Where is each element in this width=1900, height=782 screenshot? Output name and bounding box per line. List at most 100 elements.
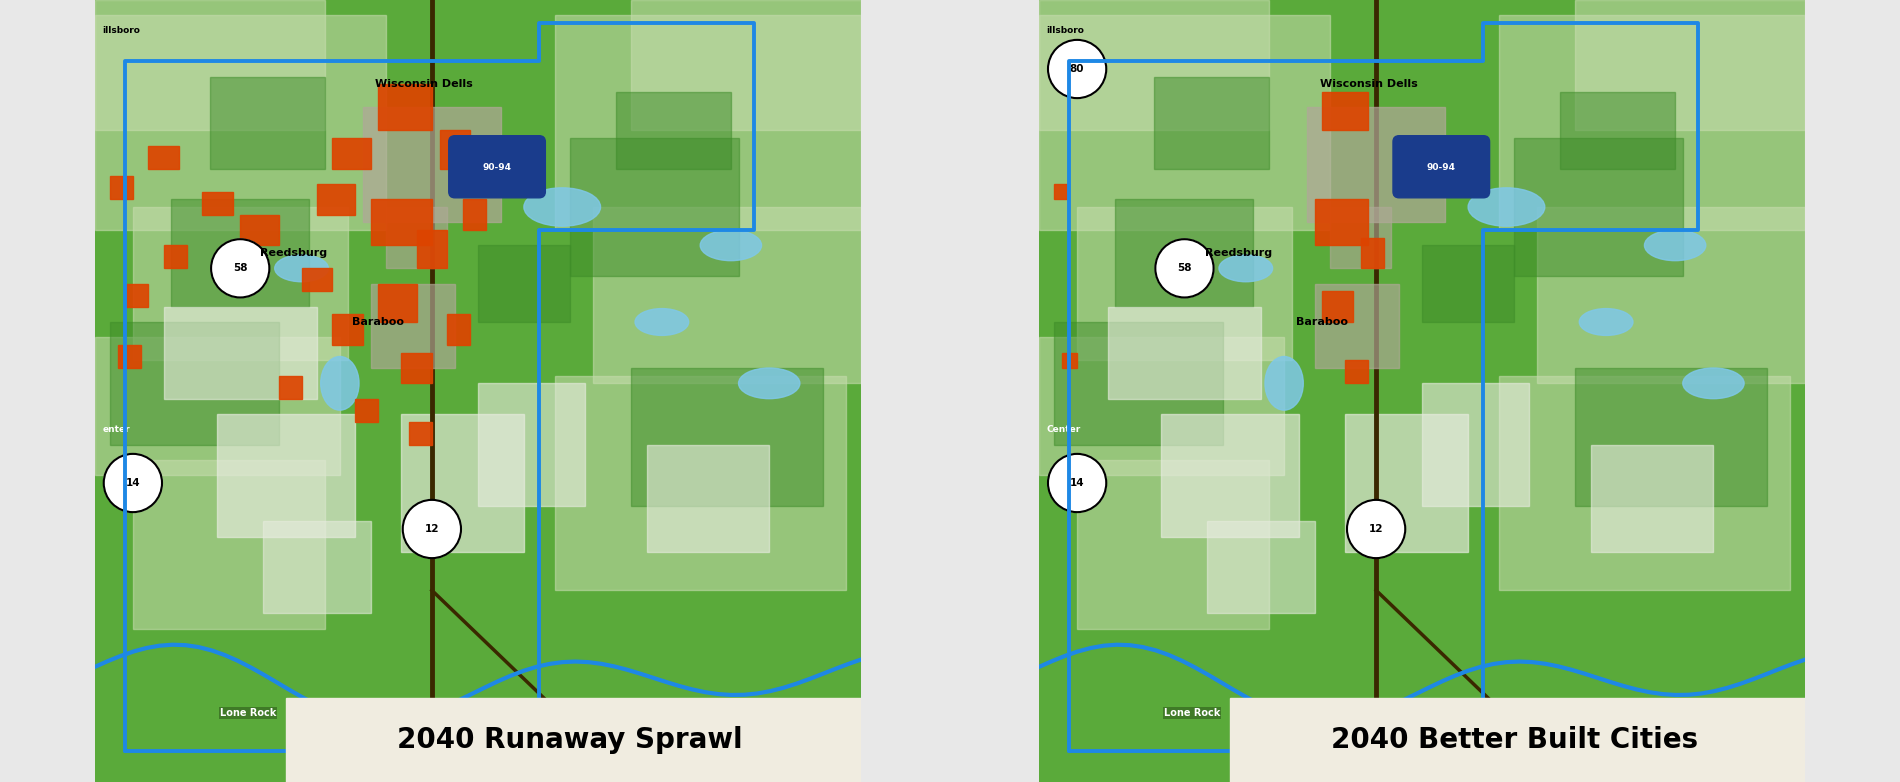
Bar — [1575, 368, 1767, 506]
Text: 14: 14 — [1070, 478, 1085, 488]
Text: Spring Green: Spring Green — [1279, 708, 1351, 718]
Bar — [1322, 292, 1353, 322]
Bar — [355, 399, 378, 421]
Bar — [1115, 199, 1254, 307]
Bar — [479, 383, 585, 506]
Bar — [1208, 522, 1315, 613]
Bar — [287, 698, 861, 782]
Bar — [95, 16, 386, 230]
Bar — [1161, 414, 1300, 536]
Text: 80: 80 — [1070, 64, 1085, 74]
Text: 12: 12 — [1368, 524, 1383, 534]
Bar — [148, 145, 179, 169]
Bar — [1590, 445, 1714, 552]
Text: enter: enter — [103, 425, 129, 434]
Bar — [1514, 138, 1683, 276]
Bar — [1039, 16, 1330, 230]
Bar — [1108, 307, 1262, 399]
Text: Reedsburg: Reedsburg — [1205, 248, 1271, 258]
Circle shape — [211, 239, 270, 297]
Bar — [317, 184, 355, 215]
Text: 90-94: 90-94 — [1427, 163, 1455, 171]
Bar — [1330, 207, 1391, 268]
Bar — [593, 207, 861, 383]
Bar — [555, 16, 861, 230]
Bar — [378, 284, 416, 322]
Bar — [1231, 698, 1805, 782]
Bar — [201, 192, 232, 215]
Bar — [401, 414, 524, 552]
Text: 58: 58 — [234, 264, 247, 274]
Ellipse shape — [635, 309, 688, 335]
Bar — [1315, 284, 1398, 368]
Text: Wisconsin Dells: Wisconsin Dells — [1320, 79, 1417, 89]
Text: illsboro: illsboro — [103, 26, 141, 35]
Bar — [1345, 414, 1469, 552]
Bar — [479, 246, 570, 322]
Circle shape — [403, 500, 462, 558]
FancyBboxPatch shape — [448, 136, 545, 198]
Bar — [163, 246, 186, 268]
Text: Reedsburg: Reedsburg — [260, 248, 327, 258]
Bar — [1575, 0, 1805, 131]
Bar — [386, 207, 446, 268]
Bar — [1054, 322, 1224, 445]
Bar — [370, 284, 454, 368]
Bar — [378, 84, 431, 131]
Bar — [332, 314, 363, 345]
Bar — [363, 107, 502, 222]
Ellipse shape — [1469, 188, 1545, 226]
Bar — [1499, 16, 1805, 230]
Text: Spring Green: Spring Green — [334, 708, 407, 718]
Bar — [1345, 361, 1368, 383]
Bar — [439, 131, 469, 169]
Ellipse shape — [1220, 255, 1273, 282]
Circle shape — [1049, 40, 1106, 98]
Text: Lone Rock: Lone Rock — [220, 708, 276, 718]
Bar — [1307, 107, 1446, 222]
Bar — [110, 322, 279, 445]
Bar — [1537, 207, 1805, 383]
Bar — [110, 176, 133, 199]
Bar — [302, 268, 332, 292]
Bar — [631, 368, 823, 506]
Bar — [217, 414, 355, 536]
Ellipse shape — [1265, 357, 1303, 411]
Ellipse shape — [1645, 230, 1706, 260]
Bar — [125, 284, 148, 307]
Text: 12: 12 — [424, 524, 439, 534]
Bar — [1560, 92, 1676, 169]
Ellipse shape — [1683, 368, 1744, 399]
Bar — [133, 207, 348, 361]
Text: 90-94: 90-94 — [483, 163, 511, 171]
Circle shape — [1155, 239, 1214, 297]
Text: illsboro: illsboro — [1047, 26, 1085, 35]
Bar — [332, 138, 371, 169]
Text: Lone Rock: Lone Rock — [1165, 708, 1220, 718]
Bar — [570, 138, 739, 276]
Text: 2040 Runaway Sprawl: 2040 Runaway Sprawl — [397, 726, 743, 754]
Text: 14: 14 — [125, 478, 141, 488]
Bar — [264, 522, 370, 613]
Bar — [1077, 460, 1269, 629]
Ellipse shape — [739, 368, 800, 399]
Bar — [462, 199, 486, 230]
Bar — [1054, 184, 1070, 199]
Bar — [279, 375, 302, 399]
Ellipse shape — [701, 230, 762, 260]
Ellipse shape — [276, 255, 329, 282]
Text: Wisconsin Dells: Wisconsin Dells — [376, 79, 473, 89]
Bar — [163, 307, 317, 399]
Bar — [1421, 246, 1514, 322]
Bar — [616, 92, 732, 169]
Text: Baraboo: Baraboo — [1296, 317, 1349, 327]
Bar — [171, 199, 310, 307]
Bar — [631, 0, 861, 131]
Bar — [370, 199, 431, 246]
Bar — [1315, 199, 1368, 246]
Bar — [1039, 337, 1284, 475]
Bar — [118, 345, 141, 368]
Text: 2040 Better Built Cities: 2040 Better Built Cities — [1330, 726, 1699, 754]
Bar — [1039, 0, 1269, 131]
Bar — [1153, 77, 1269, 169]
